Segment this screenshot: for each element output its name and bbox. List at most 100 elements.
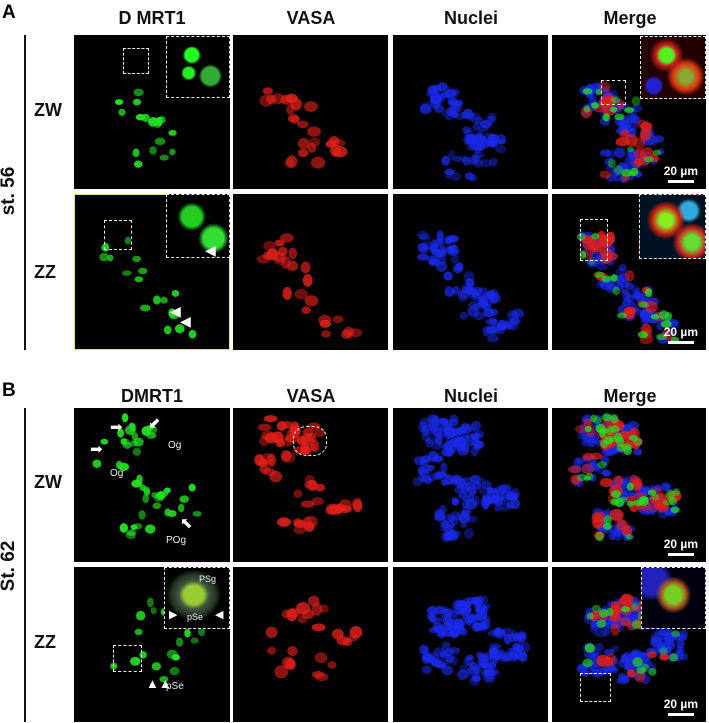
cell-mark [644,288,653,298]
cell-mark [610,425,620,433]
cell-mark [148,117,159,127]
cell-mark [449,647,461,654]
cell-mark [648,667,657,676]
cell-mark [631,104,643,113]
cell-mark [600,455,610,466]
label-pse: pSe [166,681,184,692]
scale-bar: 20 µm [664,164,698,183]
cell-mark [584,643,596,653]
cell-mark [607,158,616,169]
cell-mark [586,613,595,620]
cell-mark [520,641,531,653]
cell-mark [448,418,459,427]
cell-mark [471,622,483,631]
cell-mark [280,450,292,462]
cell-mark [612,286,620,296]
label-psg: PSg [199,574,217,584]
cell-mark [576,473,587,482]
cell-mark [444,648,455,656]
cell-mark [163,325,172,335]
cell-mark [308,137,321,147]
cell-mark [153,295,161,305]
arrowhead-icon: ◀ [205,242,216,258]
cell-mark [471,433,480,442]
scale-bar-label: 20 µm [663,697,698,711]
cell-mark [100,438,109,445]
cell-mark [444,168,455,175]
cell-mark [600,439,609,449]
cell-mark [616,312,628,319]
cell-mark [426,89,439,98]
label-og: Og [168,440,182,451]
cell-mark [658,310,669,320]
cell-mark [147,597,154,608]
arrow-icon: ➡ [90,441,103,458]
cell-mark [590,452,603,460]
scale-bar: 20 µm [664,697,698,716]
cell-mark [335,503,346,513]
zoom-box [580,219,608,261]
cell-mark [442,621,453,631]
cell-mark [464,172,474,181]
label-og: Og [110,468,124,479]
cell-mark [662,644,672,655]
cell-mark [428,615,437,623]
cell-mark [583,105,591,113]
cell-mark [448,610,460,618]
cell-mark [637,331,649,339]
cell-mark [460,627,468,636]
cell-mark [302,273,313,287]
cell-mark [169,312,179,320]
cell-mark [437,81,448,92]
cell-mark [336,635,349,646]
cell-mark [468,488,477,497]
cell-mark [478,485,486,495]
cell-mark [634,158,644,167]
cell-mark [488,294,498,304]
cell-mark [465,614,473,626]
cell-mark [303,521,315,532]
cell-mark [427,605,438,615]
cell-mark [285,429,295,443]
cell-mark [494,145,507,154]
cell-mark [436,417,449,425]
cell-mark [487,668,500,677]
cell-mark [179,495,190,503]
zoom-box [113,645,142,672]
cell-mark [621,525,633,537]
cell-mark [604,157,614,166]
inset-dmrt1-zz [166,194,230,258]
row-label-zw-b: ZW [34,472,62,492]
cell-mark [159,675,169,683]
cell-mark [341,329,353,339]
cell-mark [121,413,129,423]
cell-mark [603,448,616,457]
cell-mark [293,489,303,498]
cell-mark [429,423,438,433]
cell-mark [450,88,460,96]
cell-mark [493,627,502,637]
cell-mark [297,615,308,624]
cell-mark [581,463,591,474]
cell-mark [494,504,502,512]
cell-mark [639,128,652,141]
panel-label-a: A [2,2,16,23]
cell-mark [284,158,295,169]
cell-mark [599,477,614,488]
cell-mark [567,465,582,474]
cell-mark [443,271,453,281]
cell-mark [472,289,480,299]
scale-bar: 20 µm [664,325,698,344]
arrow-icon: ⬋ [148,415,161,432]
cell-mark [591,102,599,109]
cell-mark [138,510,146,520]
cell-mark [421,433,431,442]
header-dmrt1-a: D MRT1 [118,8,186,28]
cell-mark [130,656,141,666]
micrograph-nuclei-zz-b [393,567,548,722]
cell-mark [444,529,456,540]
cell-mark [670,506,680,514]
cell-mark [656,333,667,341]
cell-mark [485,486,494,495]
cell-mark [441,611,452,619]
